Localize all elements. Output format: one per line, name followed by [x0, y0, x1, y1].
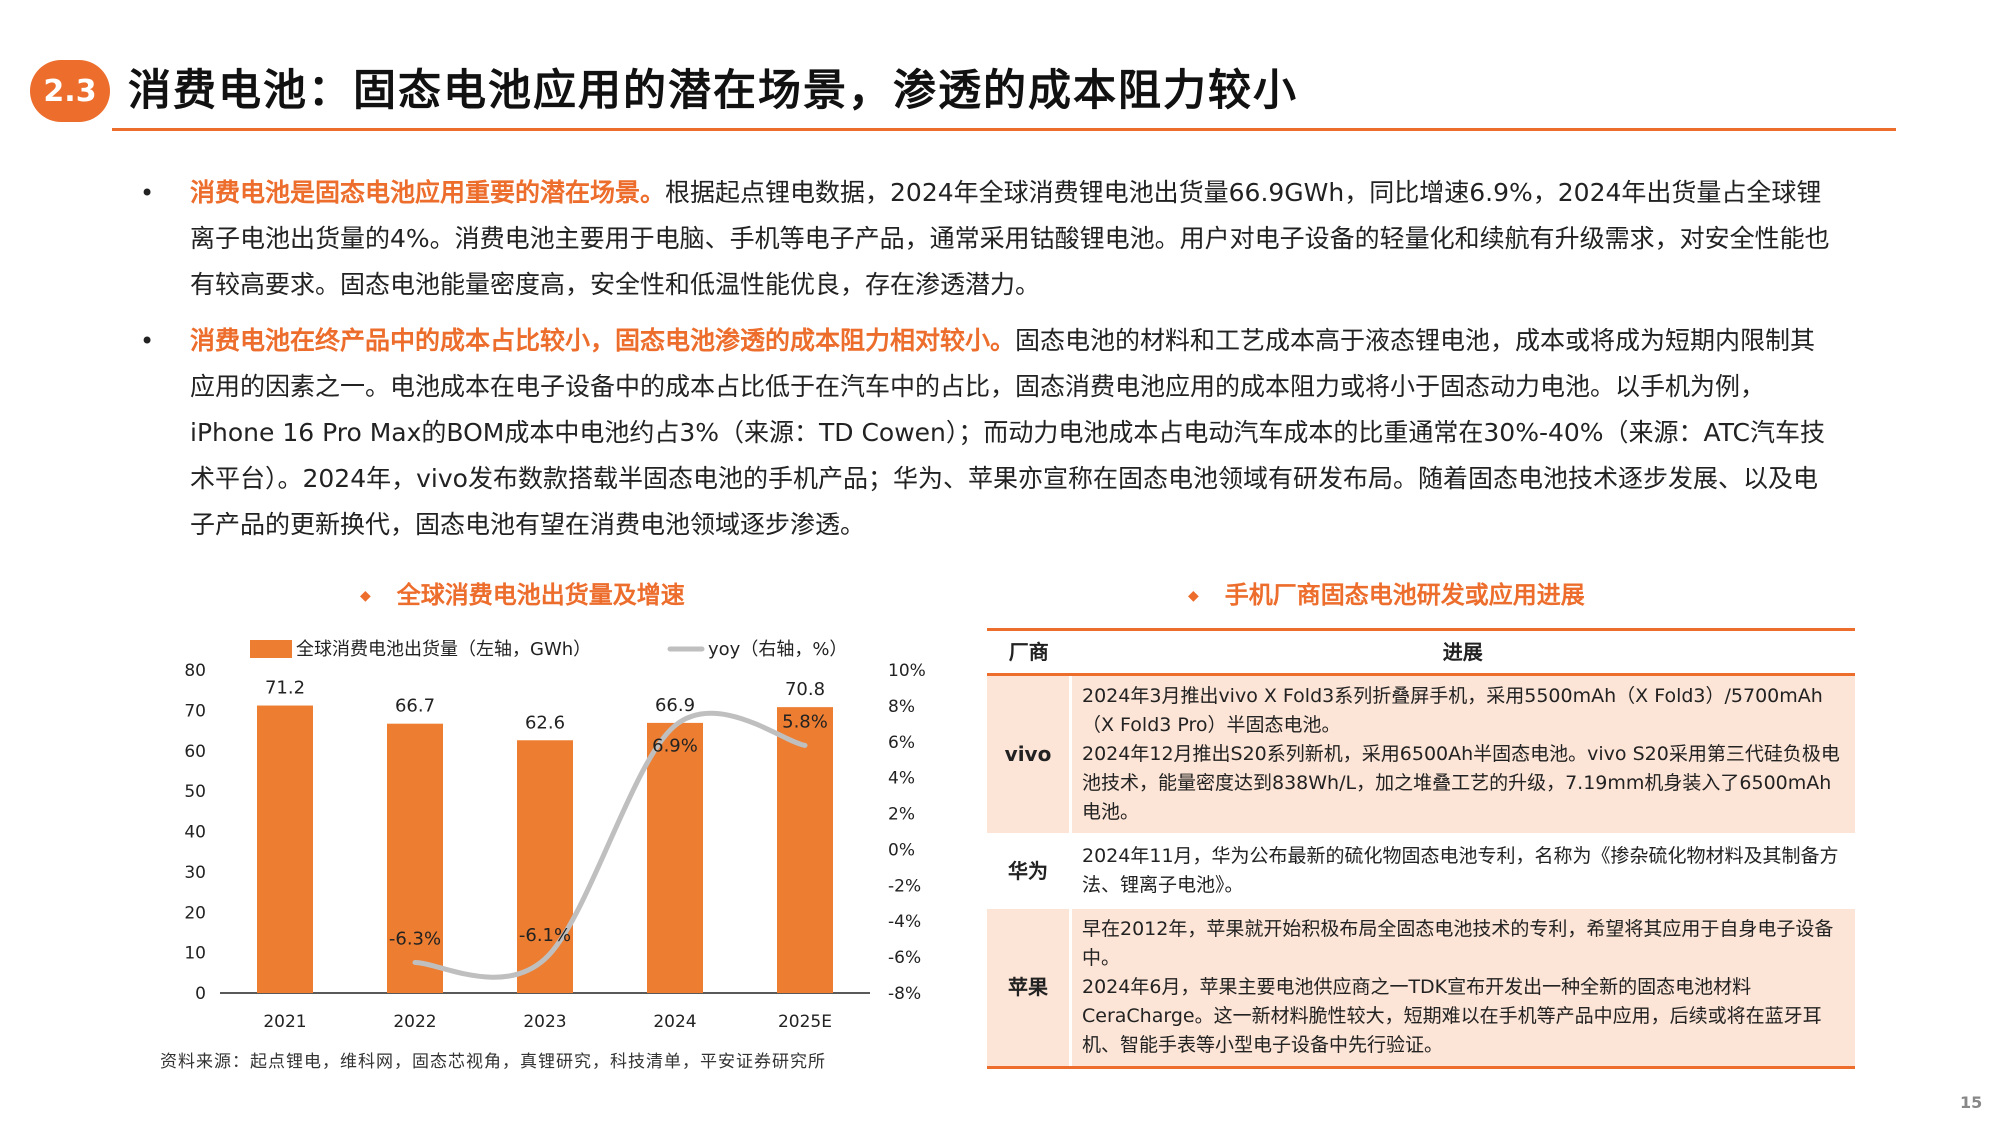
- left-axis: 0 10 20 30 40 50 60 70 80: [184, 661, 206, 1004]
- yoy-value-label: 6.9%: [652, 736, 698, 757]
- vendor-progress-table: 厂商 进展 vivo 2024年3月推出vivo X Fold3系列折叠屏手机，…: [987, 628, 1855, 1069]
- section-badge: 2.3: [30, 60, 110, 122]
- yoy-line: [412, 710, 808, 980]
- x-tick-label: 2022: [393, 1012, 436, 1032]
- bar-series: [257, 705, 833, 993]
- bullet-highlight: 消费电池是固态电池应用重要的潜在场景。: [190, 178, 666, 207]
- progress-text: 2024年11月，华为公布最新的硫化物固态电池专利，名称为《掺杂硫化物材料及其制…: [1082, 845, 1839, 896]
- left-tick-label: 10: [184, 944, 206, 964]
- bar-value-label: 71.2: [265, 678, 305, 699]
- chart-section-title-text: 全球消费电池出货量及增速: [396, 581, 685, 609]
- right-tick-label: 4%: [888, 769, 915, 789]
- bar: [647, 722, 703, 993]
- bar-value-label: 70.8: [785, 679, 825, 700]
- bar-value-label: 66.7: [395, 696, 435, 717]
- left-tick-label: 30: [184, 863, 206, 883]
- left-tick-label: 70: [184, 701, 206, 721]
- bullet-highlight: 消费电池在终产品中的成本占比较小，固态电池渗透的成本阻力相对较小。: [190, 326, 1016, 355]
- bullet-item: • 消费电池是固态电池应用重要的潜在场景。根据起点锂电数据，2024年全球消费锂…: [140, 170, 1840, 308]
- table-row: vivo 2024年3月推出vivo X Fold3系列折叠屏手机，采用5500…: [987, 674, 1855, 835]
- table-header-vendor: 厂商: [987, 628, 1071, 676]
- progress-text: 2024年6月，苹果主要电池供应商之一TDK宣布开发出一种全新的固态电池材料Ce…: [1082, 976, 1822, 1056]
- legend-label-line: yoy（右轴，%）: [708, 639, 847, 660]
- x-tick-label: 2024: [653, 1012, 696, 1032]
- bullet-list: • 消费电池是固态电池应用重要的潜在场景。根据起点锂电数据，2024年全球消费锂…: [140, 170, 1840, 558]
- right-tick-label: -6%: [888, 948, 921, 968]
- bar: [257, 705, 313, 993]
- legend-label-bar: 全球消费电池出货量（左轴，GWh）: [296, 639, 591, 660]
- progress-cell: 早在2012年，苹果就开始积极布局全固态电池技术的专利，希望将其应用于自身电子设…: [1070, 906, 1855, 1069]
- bullet-dot-icon: •: [140, 327, 155, 355]
- diamond-icon: ◆: [1188, 588, 1199, 604]
- right-axis: -8% -6% -4% -2% 0% 2% 4% 6% 8% 10%: [888, 661, 926, 1004]
- table-header-progress: 进展: [1070, 628, 1855, 676]
- right-tick-label: 2%: [888, 805, 915, 825]
- x-tick-label: 2025E: [778, 1012, 832, 1032]
- source-note: 资料来源：起点锂电，维科网，固态芯视角，真锂研究，科技清单，平安证券研究所: [160, 1052, 826, 1072]
- title-divider: [112, 128, 1896, 131]
- left-tick-label: 20: [184, 903, 206, 923]
- table-row: 华为 2024年11月，华为公布最新的硫化物固态电池专利，名称为《掺杂硫化物材料…: [987, 833, 1855, 908]
- bar-value-label: 66.9: [655, 695, 695, 716]
- bar-value-labels: 71.2 66.7 62.6 66.9 70.8: [265, 678, 825, 734]
- bar-value-label: 62.6: [525, 712, 565, 733]
- right-tick-label: 8%: [888, 697, 915, 717]
- right-tick-label: -2%: [888, 876, 921, 896]
- yoy-value-label: 5.8%: [782, 711, 828, 732]
- bullet-text: 根据起点锂电数据，2024年全球消费锂电池出货量66.9GWh，同比增速6.9%…: [190, 178, 1830, 299]
- x-axis: 2021 2022 2023 2024 2025E: [263, 1012, 832, 1032]
- bullet-item: • 消费电池在终产品中的成本占比较小，固态电池渗透的成本阻力相对较小。固态电池的…: [140, 318, 1840, 548]
- progress-cell: 2024年3月推出vivo X Fold3系列折叠屏手机，采用5500mAh（X…: [1070, 674, 1855, 835]
- x-tick-label: 2023: [523, 1012, 566, 1032]
- table-header-row: 厂商 进展: [987, 628, 1855, 676]
- left-tick-label: 40: [184, 823, 206, 843]
- right-tick-label: -4%: [888, 912, 921, 932]
- left-tick-label: 60: [184, 742, 206, 762]
- yoy-value-label: -6.1%: [519, 925, 571, 946]
- bullet-dot-icon: •: [140, 179, 155, 207]
- bar: [777, 707, 833, 993]
- chart-section-title: ◆ 全球消费电池出货量及增速: [360, 575, 685, 610]
- legend-swatch-bar: [250, 640, 292, 658]
- page-title: 消费电池：固态电池应用的潜在场景，渗透的成本阻力较小: [128, 66, 1298, 116]
- table-section-title-text: 手机厂商固态电池研发或应用进展: [1224, 581, 1585, 609]
- page-number: 15: [1960, 1093, 1983, 1112]
- right-tick-label: 6%: [888, 733, 915, 753]
- shipment-chart: 全球消费电池出货量（左轴，GWh） yoy（右轴，%） 0 10 20 30 40 50 6…: [184, 639, 926, 1032]
- left-tick-label: 0: [195, 984, 206, 1004]
- bullet-text: 固态电池的材料和工艺成本高于液态锂电池，成本或将成为短期内限制其应用的因素之一。…: [190, 326, 1825, 539]
- diamond-icon: ◆: [360, 588, 371, 604]
- progress-text: 2024年3月推出vivo X Fold3系列折叠屏手机，采用5500mAh（X…: [1082, 685, 1823, 736]
- progress-text: 早在2012年，苹果就开始积极布局全固态电池技术的专利，希望将其应用于自身电子设…: [1082, 918, 1834, 969]
- bar: [517, 740, 573, 993]
- progress-cell: 2024年11月，华为公布最新的硫化物固态电池专利，名称为《掺杂硫化物材料及其制…: [1070, 833, 1855, 908]
- right-tick-label: 0%: [888, 840, 915, 860]
- progress-text: 2024年12月推出S20系列新机，采用6500Ah半固态电池。vivo S20…: [1082, 743, 1840, 823]
- right-tick-label: -8%: [888, 984, 921, 1004]
- yoy-value-label: -6.3%: [389, 928, 441, 949]
- left-tick-label: 50: [184, 782, 206, 802]
- chart-legend: 全球消费电池出货量（左轴，GWh） yoy（右轴，%）: [250, 639, 847, 660]
- vendor-cell: 华为: [987, 833, 1072, 908]
- table-row: 苹果 早在2012年，苹果就开始积极布局全固态电池技术的专利，希望将其应用于自身…: [987, 906, 1855, 1069]
- bar: [387, 723, 443, 993]
- vendor-cell: vivo: [987, 674, 1072, 835]
- vendor-cell: 苹果: [987, 906, 1072, 1069]
- left-tick-label: 80: [184, 661, 206, 681]
- yoy-value-labels: -6.3% -6.1% 6.9% 5.8%: [389, 711, 828, 949]
- table-section-title: ◆ 手机厂商固态电池研发或应用进展: [1188, 575, 1585, 610]
- x-tick-label: 2021: [263, 1012, 306, 1032]
- right-tick-label: 10%: [888, 661, 926, 681]
